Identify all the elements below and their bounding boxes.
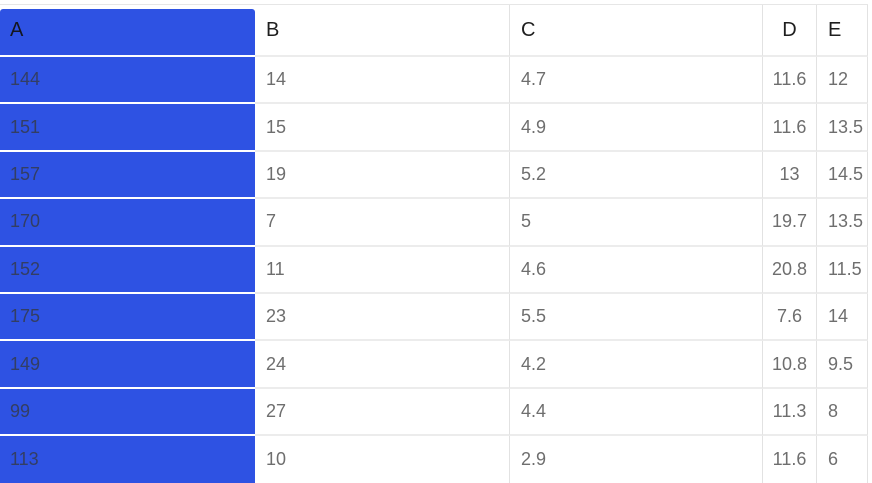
cell-a8[interactable]: 99 <box>0 388 255 437</box>
cell-a7[interactable]: 149 <box>0 341 255 389</box>
cell-e8[interactable]: 8 <box>816 388 868 437</box>
column-header-a[interactable]: A <box>0 5 255 57</box>
cell-c9[interactable]: 2.9 <box>509 436 762 483</box>
cell-b4[interactable]: 7 <box>255 199 509 247</box>
cell-d9[interactable]: 11.6 <box>762 436 816 483</box>
cell-e4[interactable]: 13.5 <box>816 199 868 247</box>
data-grid: A B C D E 144 14 4.7 11.6 12 151 15 4.9 11.6 13.5 157 19… <box>0 4 868 483</box>
cell-a3[interactable]: 157 <box>0 151 255 200</box>
cell-b5[interactable]: 11 <box>255 247 509 294</box>
cell-e7[interactable]: 9.5 <box>816 341 868 389</box>
cell-b1[interactable]: 14 <box>255 57 509 105</box>
cell-a5[interactable]: 152 <box>0 246 255 294</box>
column-header-b[interactable]: B <box>255 5 509 57</box>
cell-a2[interactable]: 151 <box>0 104 255 152</box>
cell-e6[interactable]: 14 <box>816 293 868 342</box>
cell-e5[interactable]: 11.5 <box>816 246 868 294</box>
cell-c2[interactable]: 4.9 <box>509 104 762 152</box>
cell-a9[interactable]: 113 <box>0 436 255 483</box>
cell-c1[interactable]: 4.7 <box>509 57 762 105</box>
cell-d3[interactable]: 13 <box>762 151 816 200</box>
cell-b2[interactable]: 15 <box>255 104 509 152</box>
cell-d2[interactable]: 11.6 <box>762 104 816 152</box>
cell-a4[interactable]: 170 <box>0 199 255 247</box>
column-header-label: A <box>10 18 24 41</box>
cell-d8[interactable]: 11.3 <box>762 388 816 437</box>
selected-column-highlight <box>0 9 255 55</box>
cell-b3[interactable]: 19 <box>255 152 509 200</box>
cell-e3[interactable]: 14.5 <box>816 151 868 200</box>
cell-c4[interactable]: 5 <box>509 199 762 247</box>
cell-b7[interactable]: 24 <box>255 341 509 389</box>
column-header-d[interactable]: D <box>762 5 816 57</box>
cell-c3[interactable]: 5.2 <box>509 151 762 200</box>
cell-c5[interactable]: 4.6 <box>509 246 762 294</box>
cell-e2[interactable]: 13.5 <box>816 104 868 152</box>
column-header-c[interactable]: C <box>509 5 762 57</box>
cell-b8[interactable]: 27 <box>255 389 509 437</box>
column-header-e[interactable]: E <box>816 5 868 57</box>
cell-c8[interactable]: 4.4 <box>509 388 762 437</box>
cell-c7[interactable]: 4.2 <box>509 341 762 389</box>
cell-a1[interactable]: 144 <box>0 57 255 105</box>
cell-e9[interactable]: 6 <box>816 436 868 483</box>
cell-d5[interactable]: 20.8 <box>762 246 816 294</box>
cell-d4[interactable]: 19.7 <box>762 199 816 247</box>
cell-d7[interactable]: 10.8 <box>762 341 816 389</box>
cell-e1[interactable]: 12 <box>816 57 868 105</box>
cell-d1[interactable]: 11.6 <box>762 57 816 105</box>
cell-b9[interactable]: 10 <box>266 449 287 470</box>
cell-b6[interactable]: 23 <box>255 294 509 342</box>
cell-d6[interactable]: 7.6 <box>762 293 816 342</box>
cell-c6[interactable]: 5.5 <box>509 293 762 342</box>
cell-a6[interactable]: 175 <box>0 293 255 342</box>
